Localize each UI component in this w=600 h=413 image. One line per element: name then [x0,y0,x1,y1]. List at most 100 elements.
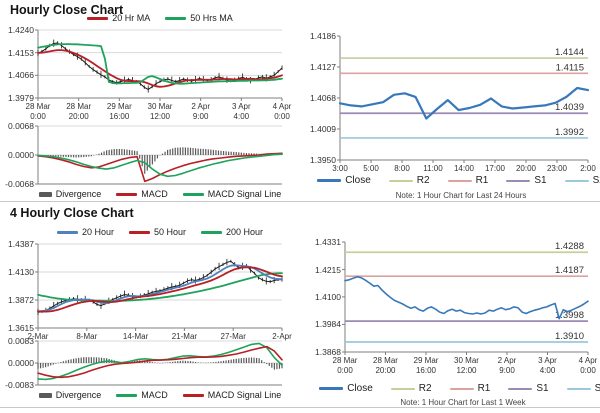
x-axis-label: 27-Mar [220,332,246,341]
hourly_price-canvas [35,29,283,101]
four-hourly-macd-legend: Divergence MACD MACD Signal Line [38,390,282,400]
legend-item-s1: S1 [506,175,547,186]
four-hourly-price-plot: 1.4387 1.4130 1.3872 1.3615 2-Mar 8-Mar 14-Mar… [8,239,292,341]
x-axis-label: 28 Mar 20:00 [373,356,398,375]
legend-label: S2 [592,175,600,186]
x-axis-label: 29 Mar 16:00 [106,102,132,121]
x-axis-label: 2 Apr 9:00 [191,102,210,121]
y-axis-label: 1.4130 [8,266,34,277]
x-axis-label: 21-Mar [171,332,198,341]
legend-label: S1 [536,383,549,394]
legend-swatch [182,393,204,397]
y-axis-label: 1.3950 [310,155,336,165]
legend-swatch [564,179,589,182]
200-hour-line [37,272,283,302]
week-sr-legend: Close R2 R1 S1 S2 [319,383,600,394]
horizontal-divider [0,201,600,202]
legend-swatch [182,192,204,196]
hourly-chart-title: Hourly Close Chart [10,3,124,17]
y-axis-label: 0.0000 [8,358,34,368]
y-axis-label: 0.0083 [8,336,34,346]
y-axis-label: 1.4066 [8,70,34,81]
r1-level-label: 1.4115 [556,62,584,73]
legend-label: Close [347,383,373,394]
day_sr-canvas: 1.4144 1.4115 1.4039 1.3992 [337,35,590,163]
day-sr-legend: Close R2 R1 S1 S2 [317,175,600,186]
legend-item-s1: S1 [508,383,549,394]
four-hourly-chart-title: 4 Hourly Close Chart [10,206,134,220]
legend-label: R2 [416,175,430,186]
x-axis-label: 30 Mar 12:00 [147,102,173,121]
y-axis-label: 1.4240 [8,25,34,35]
legend-label: R2 [418,383,432,394]
y-axis-label: 1.4215 [315,264,341,275]
close-candle-wicks [37,39,283,93]
x-axis-label: 14-Mar [122,332,149,341]
50-hrs-ma-line [37,43,283,85]
macd-signal-line-line [37,345,283,379]
x-axis-label: 29 Mar 16:00 [413,356,439,375]
20-hr-ma-line [37,49,283,88]
legend-swatch [388,179,413,182]
legend-item-r1: R1 [447,175,489,186]
close-line [37,42,283,90]
fourh_price-canvas [35,243,283,331]
legend-swatch [56,230,78,234]
hourly-macd-legend: Divergence MACD MACD Signal Line [38,189,282,199]
legend-item-r1: R1 [449,383,490,394]
legend-swatch [38,392,52,398]
legend-label: MACD [141,390,168,400]
legend-swatch [449,387,474,390]
legend-item-r2: R2 [388,175,430,186]
fourh_macd-canvas [35,340,283,386]
legend-label: 200 Hour [226,227,264,237]
r2-level-label: 1.4144 [555,47,584,58]
legend-swatch [165,16,187,20]
r1-level-label: 1.4187 [555,265,584,276]
x-axis-label: 8:00 [394,164,410,173]
y-axis-label: -0.0068 [5,179,34,189]
legend-swatch [128,230,150,234]
x-axis-label: 2 Apr 9:00 [497,356,517,375]
r2-level-label: 1.4288 [555,241,584,252]
y-axis-label: 1.3984 [315,319,341,330]
x-axis-label: 23:00 [546,164,568,173]
x-axis-label: 2-Mar [27,332,49,341]
day-support-resistance-plot: 1.4144 1.4115 1.4039 1.3992 1.4186 1.4127 1.40… [310,31,596,173]
divergence-bars [37,147,283,174]
y-axis-label: 1.3868 [315,347,341,357]
50-hour-line [37,266,283,313]
legend-swatch [566,387,591,390]
x-axis-label: 17:00 [484,164,506,173]
week_sr-canvas: 1.4288 1.4187 1.3998 1.3910 [342,241,589,355]
x-axis-label: 5:00 [363,164,379,173]
s2-level-label: 1.3910 [555,331,584,342]
legend-swatch [87,16,109,20]
legend-item-macd-signal-line: MACD Signal Line [182,390,282,400]
legend-swatch [447,179,472,182]
legend-item-50-hrs-ma: 50 Hrs MA [165,13,233,23]
legend-item-200-hour: 200 Hour [201,227,263,237]
close-line [338,86,590,120]
y-axis-label: 0.0068 [8,121,34,131]
y-axis-label: 1.4153 [8,47,34,58]
y-axis-label: 1.3615 [8,323,34,333]
legend-swatch [38,191,52,197]
close-line [344,275,589,320]
legend-label: S2 [594,383,600,394]
day-chart-note: Note: 1 Hour Chart for Last 24 Hours [395,191,527,200]
x-axis-label: 28 Mar 0:00 [25,102,51,121]
x-axis-label: 2:00 [580,164,596,173]
x-axis-label: 20:00 [515,164,537,173]
legend-label: R1 [475,175,489,186]
legend-label: MACD Signal Line [207,390,282,400]
legend-item-20-hr-ma: 20 Hr MA [87,13,150,23]
hourly-price-plot: 1.4240 1.4153 1.4066 1.3979 28 Mar 0:00 28 Mar… [8,25,291,121]
y-axis-label: 1.4068 [310,93,336,103]
x-axis-label: 4 Apr 0:00 [272,102,292,121]
x-axis-label: 3 Apr 4:00 [538,356,557,375]
x-axis-label: 3:00 [332,164,348,173]
y-axis-label: 1.4186 [310,31,336,41]
x-axis-label: 28 Mar 0:00 [332,356,358,375]
